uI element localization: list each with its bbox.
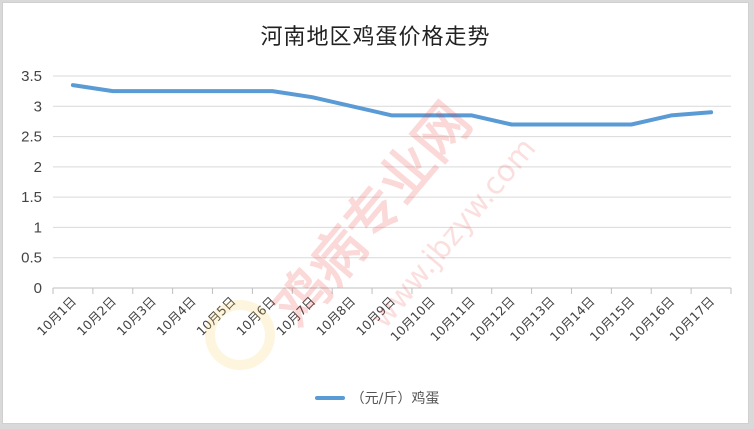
chart-title: 河南地区鸡蛋价格走势 (260, 25, 491, 50)
x-tick-label: 10月6日 (233, 294, 278, 339)
series-line (70, 83, 714, 127)
x-tick-label: 10月5日 (193, 294, 238, 339)
x-tick-label: 10月4日 (154, 294, 199, 339)
legend-line-icon (314, 396, 345, 400)
chart-frame: 河南地区鸡蛋价格走势 (2, 2, 749, 424)
x-tick-label: 10月2日 (74, 294, 119, 339)
y-tick-label: 2 (34, 159, 42, 176)
y-tick-label: 2.5 (21, 129, 42, 146)
y-tick-label: 1 (34, 219, 42, 236)
legend-label: （元/斤）鸡蛋 (350, 391, 440, 407)
legend: （元/斤）鸡蛋 (0, 388, 754, 408)
y-tick-label: 0 (34, 280, 42, 297)
y-tick-label: 3.5 (21, 68, 42, 85)
x-tick-label: 10月8日 (313, 294, 358, 339)
x-tick-label: 10月1日 (34, 294, 79, 339)
y-tick-label: 1.5 (21, 189, 42, 206)
x-tick-label: 10月7日 (273, 294, 318, 339)
x-tick-label: 10月3日 (114, 294, 159, 339)
y-tick-label: 3 (34, 98, 42, 115)
y-tick-label: 0.5 (21, 250, 42, 267)
